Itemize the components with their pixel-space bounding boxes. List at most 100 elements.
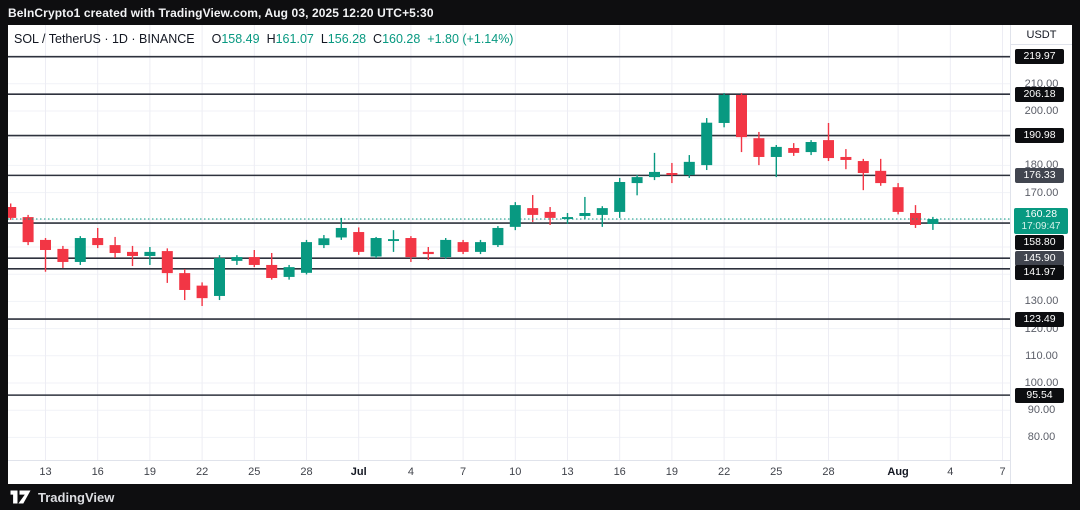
- price-axis-tick: 200.00: [1024, 105, 1059, 117]
- time-axis-tick: 7: [999, 466, 1006, 478]
- time-axis-tick: 22: [717, 466, 731, 478]
- price-level-badge: 123.49: [1015, 311, 1064, 327]
- price-axis[interactable]: USDT 210.00 200.00 180.00 170.00 130.00 120.0…: [1010, 25, 1072, 484]
- price-axis-tick: 110.00: [1025, 349, 1058, 362]
- tradingview-logo-icon[interactable]: [10, 490, 31, 504]
- candle-body: [631, 177, 643, 184]
- candle-body: [74, 238, 86, 262]
- time-axis-tick: 25: [770, 466, 783, 478]
- price-axis-tick: 170.00: [1024, 186, 1059, 199]
- price-axis-tick: 80.00: [1027, 431, 1056, 444]
- candle-body: [248, 257, 260, 265]
- candle-body: [527, 208, 539, 215]
- change-value: +1.80 (+1.14%): [427, 32, 514, 46]
- candle-body: [596, 208, 608, 215]
- candle-body: [892, 187, 904, 212]
- price-level-badge: 95.54: [1015, 387, 1064, 403]
- high-value: 161.07: [275, 32, 314, 46]
- tradingview-brand-text[interactable]: TradingView: [38, 489, 115, 505]
- candle-body: [127, 251, 138, 256]
- price-level-badge: 145.90: [1015, 250, 1064, 266]
- attribution-text: BeInCrypto1 created with TradingView.com…: [8, 5, 434, 20]
- symbol-legend[interactable]: SOL / TetherUS · 1D · BINANCE O158.49 H161…: [14, 32, 513, 46]
- candle-body: [92, 238, 104, 246]
- candle-body: [649, 171, 660, 178]
- candle-body: [614, 181, 626, 212]
- candle-body: [301, 242, 312, 273]
- candle-body: [196, 285, 208, 299]
- candle-body: [562, 217, 573, 219]
- candle-body: [422, 251, 434, 255]
- candle-body: [475, 242, 486, 252]
- time-axis-tick: 25: [248, 466, 261, 478]
- time-axis-tick: 13: [561, 466, 574, 478]
- high-label: H: [266, 32, 276, 46]
- low-value: 156.28: [327, 32, 367, 46]
- chart-panel: SOL / TetherUS · 1D · BINANCE O158.49 H161…: [8, 25, 1072, 484]
- price-level-badge: 176.33: [1015, 167, 1064, 183]
- candle-body: [753, 138, 765, 157]
- candle-body: [283, 267, 295, 277]
- attribution-bar: BeInCrypto1 created with TradingView.com…: [0, 0, 1080, 25]
- candle-body: [544, 211, 556, 218]
- time-axis-tick: 7: [460, 466, 467, 478]
- candle-body: [875, 170, 887, 184]
- time-axis-tick: 16: [91, 466, 104, 478]
- time-axis-tick: 28: [300, 466, 313, 478]
- candle-body: [683, 161, 695, 175]
- time-axis-tick: 4: [407, 466, 414, 478]
- time-axis-tick: 13: [39, 466, 52, 478]
- candle-body: [214, 258, 225, 296]
- open-label: O: [211, 32, 222, 46]
- time-axis-tick: 19: [143, 466, 157, 478]
- footer-bar: TradingView: [0, 484, 1080, 510]
- candle-body: [144, 251, 156, 256]
- candle-body: [179, 273, 191, 290]
- candle-body: [109, 245, 121, 253]
- candle-body: [457, 242, 469, 252]
- candle-body: [701, 122, 713, 166]
- time-axis[interactable]: 13 16 19 22 25 28 Jul 4 7 10 13 16 19 22 25 28 Aug 4 7: [8, 460, 1010, 484]
- price-level-badge: 141.97: [1015, 264, 1064, 280]
- candle-body: [440, 239, 452, 258]
- time-axis-tick: 19: [665, 466, 679, 478]
- candle-body: [57, 248, 69, 262]
- candle-body: [788, 147, 800, 153]
- candle-body: [22, 217, 34, 243]
- candle-body: [318, 238, 330, 246]
- candle-body: [840, 156, 852, 160]
- candle-body: [335, 227, 347, 238]
- time-axis-tick: 4: [947, 466, 954, 478]
- price-level-badge: 219.97: [1015, 49, 1064, 65]
- candle-body: [266, 264, 278, 279]
- time-axis-tick: 16: [613, 466, 626, 478]
- price-axis-tick: 100.00: [1024, 377, 1059, 389]
- time-axis-tick: Aug: [887, 466, 909, 478]
- close-label: C: [373, 32, 383, 46]
- candle-body: [770, 146, 782, 157]
- candlestick-plot[interactable]: [8, 25, 1010, 460]
- time-axis-tick: Jul: [350, 466, 367, 478]
- time-axis-tick: 22: [195, 466, 209, 478]
- price-axis-tick: 90.00: [1027, 404, 1056, 417]
- candle-body: [231, 257, 243, 261]
- open-value: 158.49: [221, 32, 260, 46]
- candle-body: [910, 213, 921, 225]
- candle-body: [823, 140, 834, 159]
- price-level-badge: 206.18: [1015, 86, 1064, 102]
- price-level-badge: 158.80: [1015, 234, 1064, 250]
- low-label: L: [320, 32, 328, 46]
- price-axis-tick: 130.00: [1024, 295, 1059, 308]
- time-axis-tick: 28: [822, 466, 835, 478]
- candle-body: [8, 207, 17, 218]
- candle-body: [161, 251, 173, 274]
- symbol-title[interactable]: SOL / TetherUS · 1D · BINANCE: [14, 32, 195, 46]
- candle-body: [509, 205, 521, 227]
- price-level-badge: 190.98: [1015, 128, 1064, 144]
- current-price-badge: 160.28 17:09:47: [1014, 208, 1068, 235]
- candle-body: [927, 219, 939, 224]
- candle-body: [805, 142, 817, 153]
- candle-body: [353, 232, 365, 252]
- candle-body: [388, 239, 399, 242]
